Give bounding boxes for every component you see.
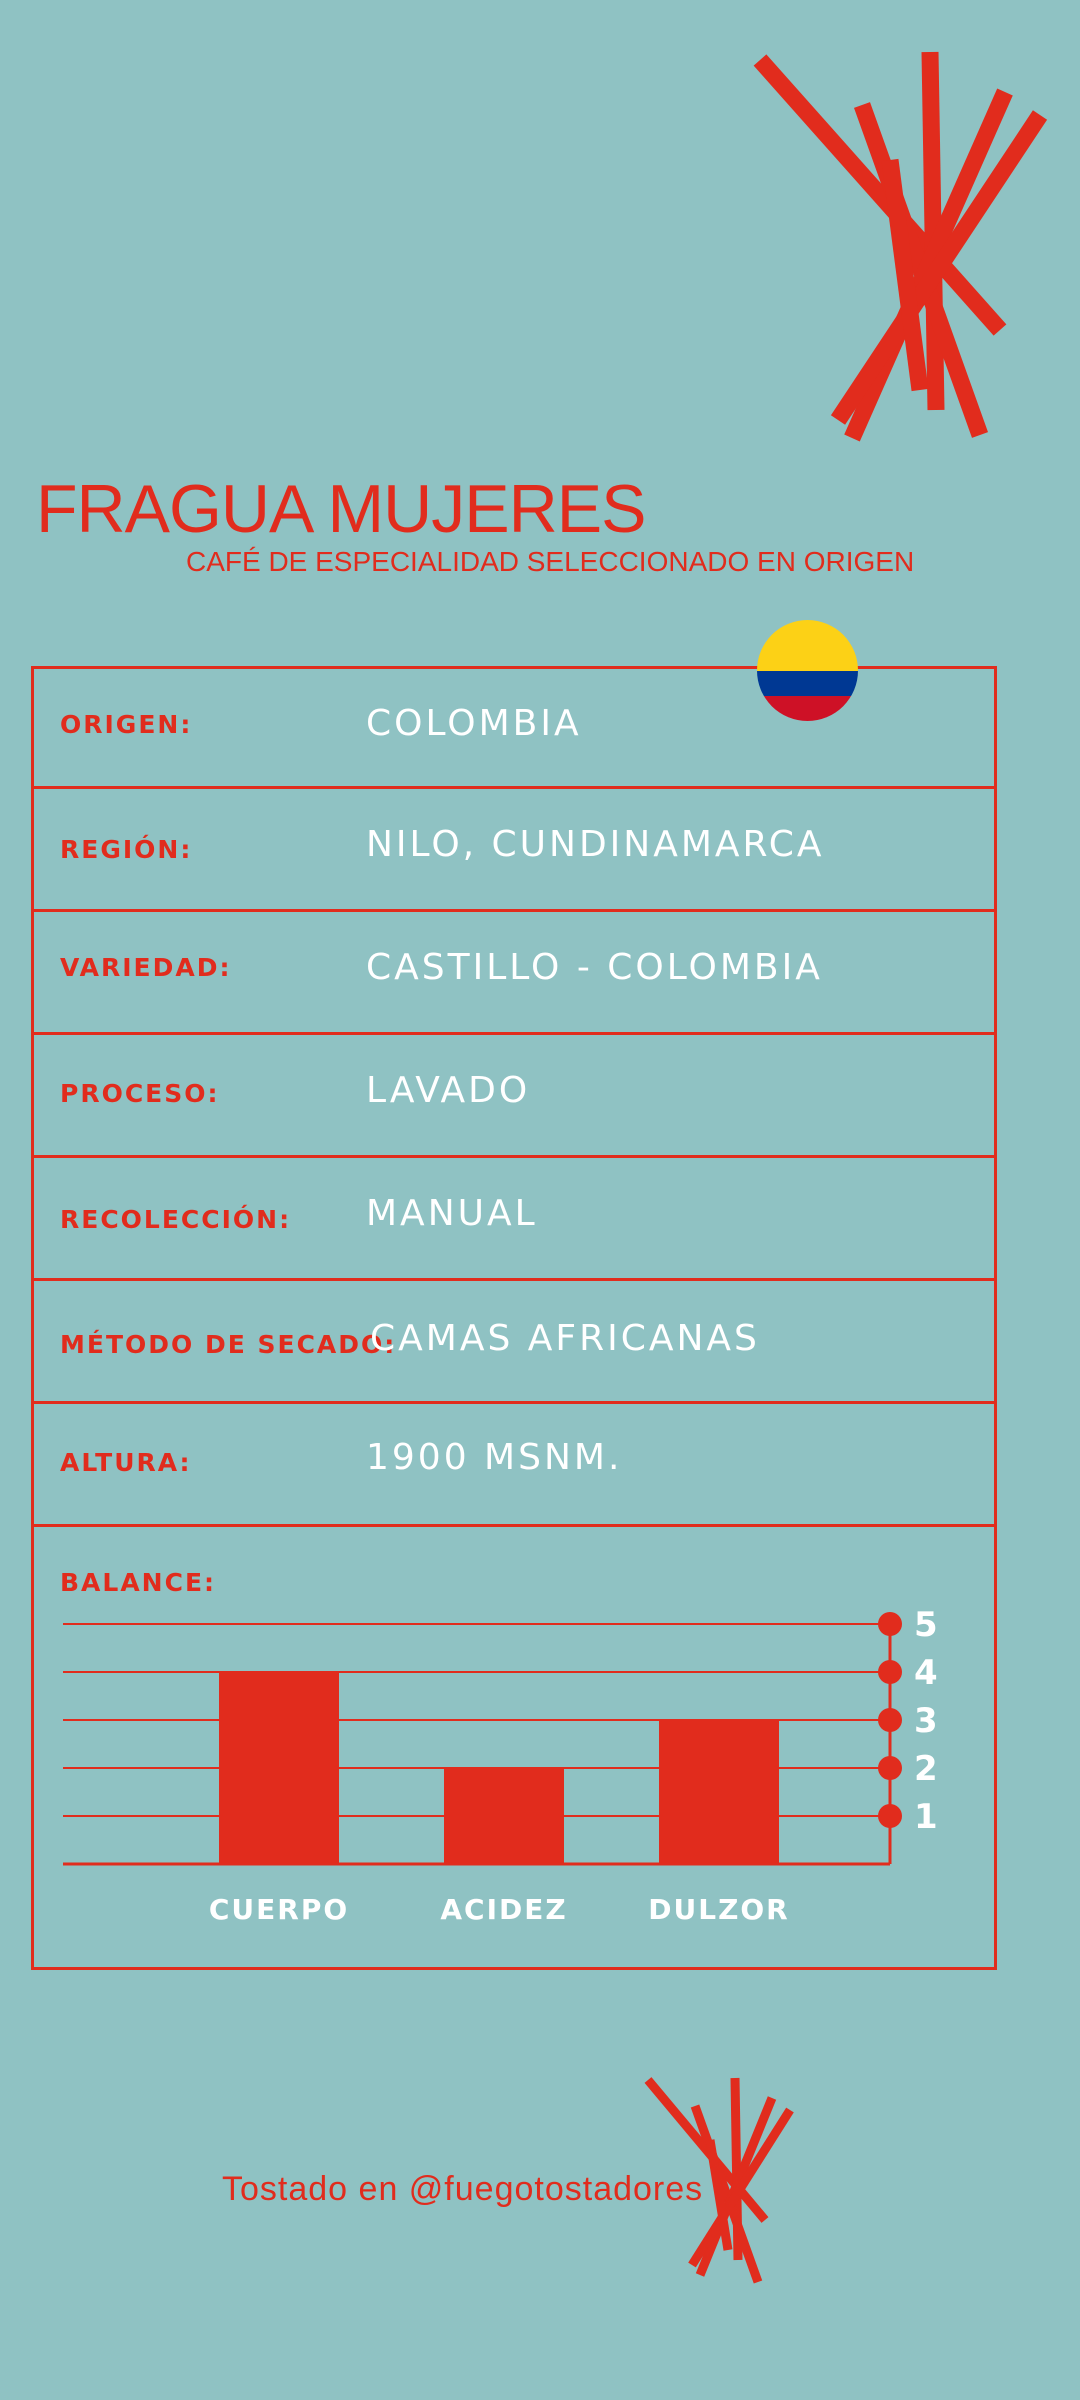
metodo-secado-value: CAMAS AFRICANAS [370,1318,760,1359]
tick-label: 2 [914,1749,938,1789]
row-divider [31,1524,997,1527]
info-card [31,666,997,1970]
colombia-flag-icon [757,620,858,721]
footer-logo-icon [644,2077,794,2284]
logo-icon [753,51,1048,442]
row-divider [31,909,997,912]
category-label: ACIDEZ [440,1893,567,1926]
row-divider [31,1401,997,1404]
origen-value: COLOMBIA [366,703,582,744]
tick-dot [878,1756,902,1780]
row-divider [31,1155,997,1158]
origen-label: ORIGEN: [60,710,193,739]
category-label: DULZOR [648,1893,790,1926]
bar-acidez [444,1768,564,1864]
page-title: FRAGUA MUJERES [36,471,646,547]
tick-label: 3 [914,1701,938,1741]
altura-value: 1900 MSNM. [366,1437,623,1478]
region-value: NILO, CUNDINAMARCA [366,824,825,865]
tick-label: 1 [914,1797,938,1837]
variedad-value: CASTILLO - COLOMBIA [366,947,823,988]
tick-dot [878,1660,902,1684]
tick-dot [878,1708,902,1732]
row-divider [31,1032,997,1035]
footer-text: Tostado en @fuegotostadores [222,2170,704,2208]
balance-chart: CUERPO ACIDEZ DULZOR 1 2 3 4 5 [63,1605,938,1926]
recoleccion-value: MANUAL [366,1193,538,1234]
region-label: REGIÓN: [60,835,193,864]
row-divider [31,786,997,789]
proceso-value: LAVADO [366,1070,531,1111]
bar-cuerpo [219,1672,339,1864]
tick-label: 5 [914,1605,938,1645]
recoleccion-label: RECOLECCIÓN: [60,1205,292,1234]
row-divider [31,1278,997,1281]
tick-label: 4 [914,1653,938,1693]
tick-dot [878,1612,902,1636]
variedad-label: VARIEDAD: [60,953,232,982]
altura-label: ALTURA: [60,1448,192,1477]
category-label: CUERPO [209,1893,349,1926]
bar-dulzor [659,1720,779,1864]
page-subtitle: CAFÉ DE ESPECIALIDAD SELECCIONADO EN ORI… [186,546,915,577]
proceso-label: PROCESO: [60,1079,220,1108]
balance-label: BALANCE: [60,1568,217,1597]
metodo-secado-label: MÉTODO DE SECADO: [60,1330,397,1359]
tick-dot [878,1804,902,1828]
